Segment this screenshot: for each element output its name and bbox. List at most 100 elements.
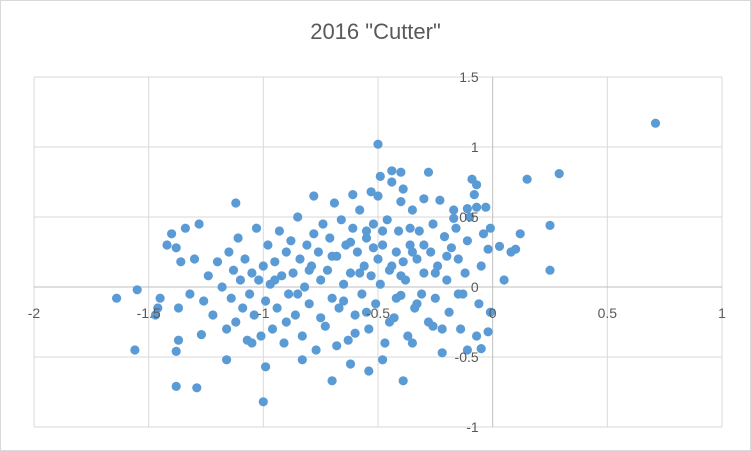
scatter-point (348, 223, 358, 233)
scatter-point (203, 271, 213, 281)
scatter-point (396, 271, 406, 281)
scatter-point (476, 261, 486, 271)
scatter-point (192, 383, 202, 393)
scatter-point (435, 195, 445, 205)
scatter-point (478, 229, 489, 239)
scatter-point (460, 268, 470, 278)
scatter-point (235, 275, 245, 285)
scatter-point (224, 247, 234, 257)
y-tick-label: -0.5 (455, 349, 479, 365)
scatter-point (293, 212, 303, 222)
scatter-point (361, 307, 372, 317)
scatter-point (485, 307, 495, 317)
scatter-point (368, 243, 378, 253)
x-tick-label: -0.5 (366, 305, 390, 321)
scatter-point (384, 317, 395, 327)
scatter-point (439, 232, 450, 242)
scatter-point (293, 289, 303, 299)
scatter-point (267, 324, 278, 334)
scatter-point (162, 240, 172, 250)
scatter-point (199, 296, 209, 306)
scatter-point (339, 296, 349, 306)
scatter-point (373, 254, 383, 264)
scatter-point (442, 275, 452, 285)
scatter-point (469, 190, 479, 200)
scatter-point (499, 275, 509, 285)
scatter-point (483, 244, 493, 254)
scatter-point (322, 265, 333, 275)
scatter-point (494, 241, 505, 251)
scatter-point (318, 219, 328, 229)
scatter-point (325, 233, 335, 243)
scatter-point (309, 229, 319, 239)
x-tick-label: 1 (718, 305, 726, 321)
scatter-point (350, 328, 360, 338)
scatter-point (251, 223, 262, 233)
scatter-point (407, 205, 417, 215)
scatter-point (167, 229, 177, 239)
x-tick-label: -1.5 (137, 305, 161, 321)
scatter-point (240, 254, 250, 264)
scatter-point (290, 310, 300, 320)
scatter-point (228, 265, 239, 275)
scatter-point (430, 268, 440, 278)
y-tick-label: 0.5 (459, 209, 479, 225)
scatter-point (263, 240, 273, 250)
y-tick-label: -1 (466, 419, 479, 435)
scatter-point (327, 251, 337, 261)
scatter-point (453, 254, 463, 264)
scatter-point (130, 345, 140, 355)
scatter-point (485, 223, 495, 233)
scatter-point (153, 303, 163, 313)
scatter-point (288, 268, 298, 278)
scatter-point (185, 289, 195, 299)
scatter-point (270, 275, 280, 285)
scatter-point (437, 348, 447, 358)
scatter-point (472, 202, 482, 212)
scatter-point (196, 330, 206, 340)
scatter-point (368, 219, 378, 229)
scatter-point (481, 202, 491, 212)
scatter-point (375, 279, 385, 289)
x-tick-label: -2 (28, 305, 41, 321)
scatter-point (176, 257, 186, 267)
scatter-point (472, 331, 482, 341)
scatter-point (245, 289, 255, 299)
scatter-point (316, 275, 326, 285)
scatter-point (396, 167, 406, 177)
scatter-point (313, 247, 323, 257)
scatter-point (194, 219, 204, 229)
scatter-point (180, 223, 190, 233)
data-points (112, 118, 661, 407)
scatter-point (343, 335, 353, 345)
scatter-point (355, 205, 365, 215)
scatter-point (361, 226, 372, 236)
scatter-point (456, 324, 466, 334)
y-tick-label: 1.5 (459, 69, 479, 85)
scatter-point (258, 397, 268, 407)
scatter-point (334, 303, 344, 313)
scatter-point (254, 275, 264, 285)
scatter-point (453, 289, 463, 299)
scatter-point (329, 198, 339, 208)
scatter-point (226, 293, 236, 303)
scatter-point (297, 331, 307, 341)
scatter-point (387, 166, 397, 176)
scatter-point (217, 282, 227, 292)
scatter-point (171, 346, 181, 356)
scatter-point (449, 213, 459, 223)
scatter-point (515, 229, 525, 239)
x-tick-label: 0.5 (598, 305, 618, 321)
scatter-point (378, 355, 388, 365)
scatter-point (171, 243, 181, 253)
scatter-point (359, 261, 369, 271)
scatter-point (378, 226, 388, 236)
scatter-point (112, 293, 122, 303)
scatter-point (465, 212, 475, 222)
scatter-point (258, 261, 268, 271)
scatter-point (304, 299, 314, 309)
scatter-point (350, 310, 360, 320)
scatter-point (398, 376, 408, 386)
